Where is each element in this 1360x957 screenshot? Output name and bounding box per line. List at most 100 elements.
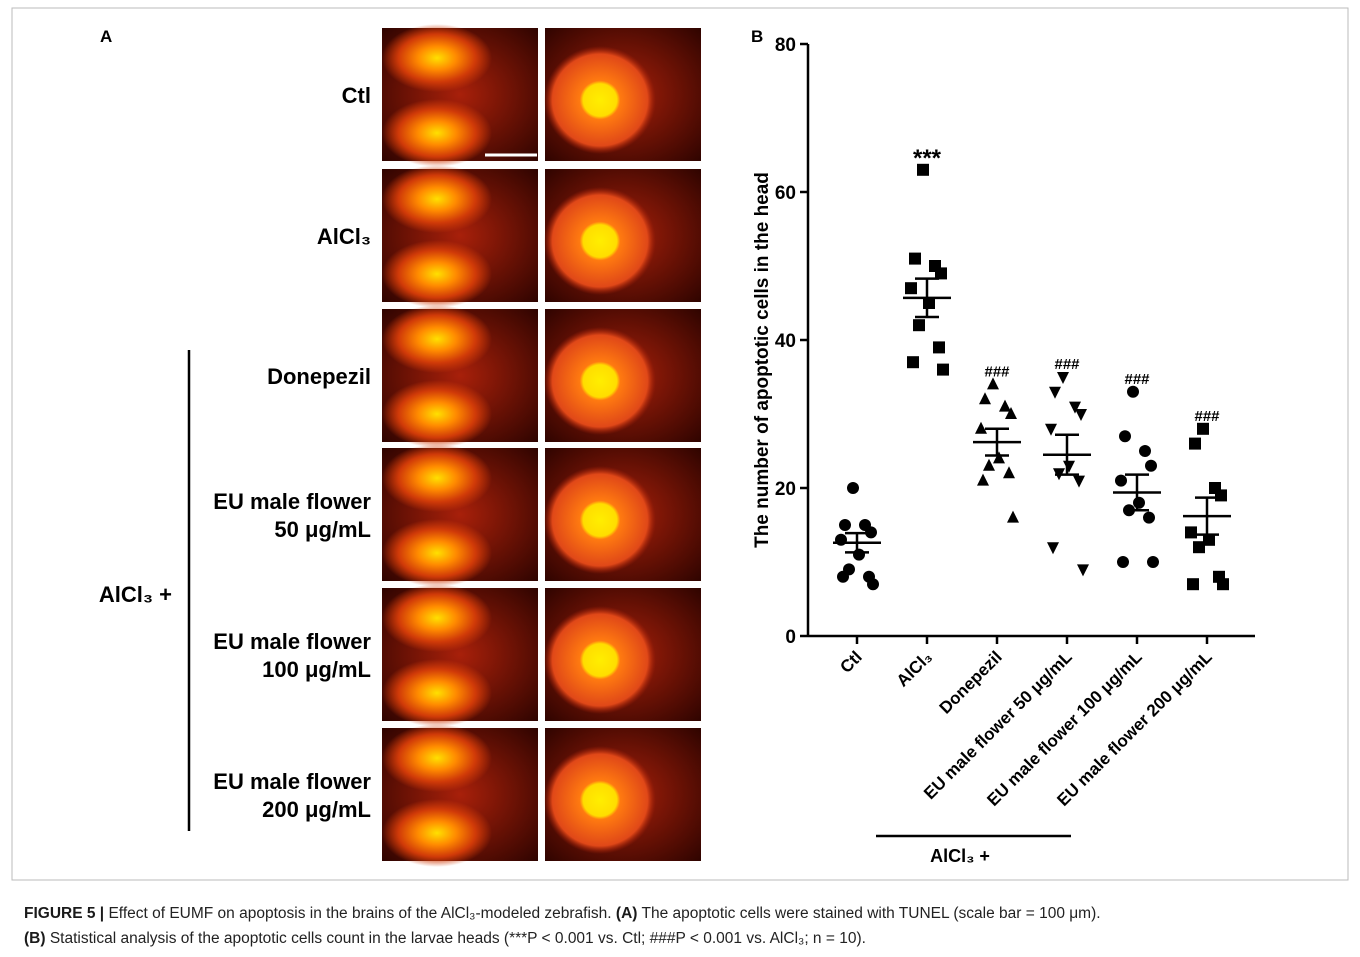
significance: *** <box>913 145 942 172</box>
x-tick-label: AlCl₃ <box>893 647 936 690</box>
point <box>1115 474 1127 487</box>
point <box>837 570 849 583</box>
micrograph-dorsal <box>382 24 538 167</box>
point <box>1193 541 1205 554</box>
point <box>1147 556 1159 568</box>
point <box>1185 526 1197 539</box>
lobe <box>382 24 492 92</box>
micrograph-dorsal <box>382 444 538 587</box>
eye <box>544 327 656 435</box>
point <box>909 252 921 265</box>
point <box>913 319 925 332</box>
micrograph-lateral <box>544 169 701 302</box>
y-tick-label: 20 <box>775 479 796 500</box>
micrograph-lateral <box>544 448 701 581</box>
significance: ### <box>1124 371 1150 388</box>
group-label: AlCl₃ + <box>99 582 172 607</box>
caption-text: Effect of EUMF on apoptosis in the brain… <box>108 905 612 922</box>
row-label: EU male flower <box>213 769 371 794</box>
caption-b: (B) <box>24 930 46 947</box>
point <box>1117 556 1129 568</box>
point <box>1005 407 1017 419</box>
caption-figure: FIGURE 5 | <box>24 905 105 922</box>
point <box>1057 372 1069 384</box>
caption-text: The apoptotic cells were stained with TU… <box>641 905 1101 922</box>
lobe <box>382 519 492 587</box>
micrograph-lateral <box>544 309 701 442</box>
eye <box>544 746 656 854</box>
panel-label: A <box>100 27 112 46</box>
point <box>1215 489 1227 502</box>
eye <box>544 466 656 574</box>
significance: ### <box>1194 408 1220 425</box>
point <box>1075 409 1087 421</box>
point <box>865 526 877 539</box>
error-bar <box>985 427 1009 457</box>
panel-label: B <box>751 27 763 46</box>
eye <box>544 606 656 714</box>
point <box>1069 401 1081 414</box>
point <box>975 421 987 434</box>
micrograph-dorsal <box>382 305 538 448</box>
point <box>1077 564 1089 577</box>
bracket-label: AlCl₃ + <box>930 846 990 866</box>
point <box>1119 430 1131 443</box>
y-tick-label: 80 <box>775 35 796 56</box>
caption-a: (A) <box>615 905 638 922</box>
point <box>917 163 929 176</box>
y-tick-label: 40 <box>775 331 796 352</box>
micrograph-dorsal <box>382 724 538 867</box>
point <box>1063 460 1075 473</box>
eye <box>544 187 656 295</box>
row-label: 100 μg/mL <box>262 657 371 682</box>
point <box>1203 533 1215 546</box>
point <box>1073 475 1085 488</box>
lobe <box>382 99 492 167</box>
lobe <box>382 444 492 512</box>
point <box>1139 445 1151 457</box>
row-label: AlCl₃ <box>317 224 371 249</box>
point <box>1133 496 1145 509</box>
point <box>905 282 917 295</box>
point <box>1047 542 1059 555</box>
point <box>853 548 865 561</box>
point <box>1143 511 1155 524</box>
point <box>1217 578 1229 591</box>
point <box>987 377 999 390</box>
point <box>1189 437 1201 450</box>
micrograph-lateral <box>544 28 701 161</box>
lobe <box>382 659 492 727</box>
micrograph-lateral <box>544 728 701 861</box>
point <box>1197 422 1209 435</box>
x-tick-label: Donepezil <box>936 647 1006 717</box>
point <box>907 356 919 369</box>
point <box>993 451 1005 464</box>
row-label: 50 μg/mL <box>274 517 371 542</box>
micrograph-dorsal <box>382 584 538 727</box>
error-bar <box>1055 433 1079 476</box>
significance: ### <box>984 363 1010 380</box>
point <box>867 578 879 591</box>
caption-text: Statistical analysis of the apoptotic ce… <box>49 930 866 947</box>
point <box>847 482 859 494</box>
error-bar <box>1195 496 1219 536</box>
lobe <box>382 584 492 652</box>
point <box>937 363 949 376</box>
row-label: Ctl <box>342 83 371 108</box>
point <box>935 267 947 280</box>
point <box>1007 510 1019 523</box>
y-tick-label: 60 <box>775 183 796 204</box>
lobe <box>382 799 492 867</box>
lobe <box>382 240 492 308</box>
y-tick-label: 0 <box>785 627 796 648</box>
lobe <box>382 165 492 233</box>
point <box>1145 459 1157 472</box>
frame <box>11 7 1349 881</box>
point <box>999 399 1011 412</box>
caption-line: (B) Statistical analysis of the apoptoti… <box>24 930 866 948</box>
row-label: EU male flower <box>213 489 371 514</box>
row-label: 200 μg/mL <box>262 797 371 822</box>
lobe <box>382 380 492 448</box>
error-bar <box>1125 473 1149 512</box>
